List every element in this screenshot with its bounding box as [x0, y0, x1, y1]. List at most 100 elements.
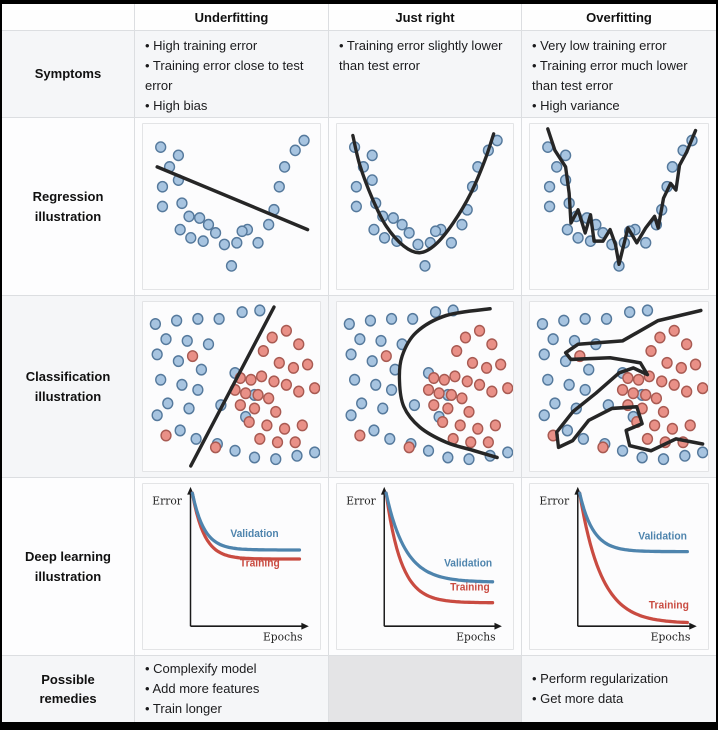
validation-curve: [190, 491, 302, 552]
data-point: [684, 419, 696, 432]
data-point: [254, 304, 266, 317]
data-point: [186, 350, 199, 363]
validation-curve: [578, 491, 689, 554]
row-label-symptoms: Symptoms: [2, 31, 135, 118]
data-point: [378, 231, 391, 244]
data-point: [174, 424, 186, 437]
data-point: [183, 402, 195, 415]
validation-curve-label: Validation: [230, 529, 278, 540]
data-point: [368, 223, 380, 236]
regression-overfitting-cell: [522, 118, 716, 296]
data-point: [172, 355, 185, 368]
data-point: [289, 144, 301, 157]
data-point: [627, 387, 639, 400]
data-point: [486, 385, 498, 398]
data-point: [298, 134, 310, 147]
data-point: [385, 312, 398, 325]
data-point: [679, 449, 691, 462]
validation-curve-label: Validation: [444, 558, 492, 569]
x-axis-arrow: [494, 622, 502, 630]
data-point: [252, 388, 264, 401]
data-point: [380, 350, 392, 363]
data-point: [572, 231, 584, 244]
data-point: [194, 212, 206, 224]
data-point: [291, 449, 303, 462]
data-point: [407, 312, 419, 325]
classification-underfitting-plot: [142, 301, 321, 472]
data-point: [419, 260, 431, 272]
data-point: [536, 317, 549, 330]
data-point: [257, 344, 269, 358]
data-point: [624, 306, 636, 319]
data-point: [287, 361, 300, 374]
training-curve: [190, 491, 302, 561]
row-label-deep-learning: Deep learning illustration: [2, 478, 135, 656]
data-point: [209, 227, 222, 239]
data-point: [666, 161, 679, 173]
data-point: [183, 210, 195, 223]
data-point: [489, 419, 502, 432]
data-point: [558, 314, 570, 327]
data-point: [645, 344, 657, 358]
deep-learning-underfitting-plot: Error Epochs Training Validation: [142, 483, 321, 650]
data-point: [579, 383, 591, 396]
data-point: [451, 344, 463, 358]
bullet-item: • Training error close to test error: [145, 58, 304, 94]
error-axis-label: Error: [539, 494, 570, 507]
data-point: [502, 382, 513, 395]
data-point: [345, 409, 357, 422]
data-point: [449, 370, 461, 383]
data-point: [155, 141, 167, 153]
data-point: [174, 223, 186, 236]
data-point: [195, 363, 208, 376]
data-point: [181, 334, 193, 347]
data-point: [563, 378, 575, 391]
data-point: [370, 378, 382, 391]
data-point: [656, 375, 668, 388]
data-point: [502, 446, 513, 459]
data-point: [657, 453, 670, 466]
data-point: [456, 218, 468, 231]
data-point: [632, 373, 645, 386]
data-point: [176, 197, 188, 210]
data-point: [403, 441, 415, 454]
row-label-possible-remedies: Possible remedies: [2, 656, 135, 722]
data-point: [240, 387, 252, 400]
data-point: [151, 409, 163, 422]
data-point: [271, 436, 284, 449]
data-point: [640, 236, 652, 249]
classification-overfitting-plot: [529, 301, 709, 472]
data-point: [403, 227, 415, 239]
regression-underfitting-cell: [135, 118, 329, 296]
data-point: [636, 451, 648, 464]
data-point: [156, 200, 169, 213]
regression-just-right-plot: [336, 123, 514, 290]
deep-learning-underfitting-cell: Error Epochs Training Validation: [135, 478, 329, 656]
data-point: [280, 324, 293, 337]
data-point: [445, 236, 458, 249]
data-point: [354, 333, 366, 346]
col-header-underfitting: Underfitting: [135, 4, 329, 31]
data-point: [248, 402, 261, 415]
regression-just-right-cell: [329, 118, 522, 296]
data-point: [538, 348, 550, 361]
data-point: [429, 225, 442, 238]
data-point: [218, 238, 231, 251]
data-point: [640, 388, 652, 401]
data-point: [461, 375, 473, 388]
deep-learning-just-right-plot: Error Epochs Training Validation: [336, 483, 514, 650]
data-point: [255, 370, 268, 383]
data-point: [293, 338, 305, 351]
data-point: [151, 348, 163, 361]
training-curve: [384, 491, 495, 605]
data-point: [459, 331, 472, 344]
data-point: [436, 415, 449, 429]
data-point: [666, 422, 679, 435]
data-point: [263, 392, 275, 405]
data-point: [616, 444, 629, 457]
bullet-item: • Add more features: [145, 680, 260, 696]
regression-overfitting-plot: [529, 123, 709, 290]
data-point: [454, 419, 466, 432]
bullet-item: • Complexify model: [145, 660, 257, 676]
data-point: [445, 388, 458, 401]
